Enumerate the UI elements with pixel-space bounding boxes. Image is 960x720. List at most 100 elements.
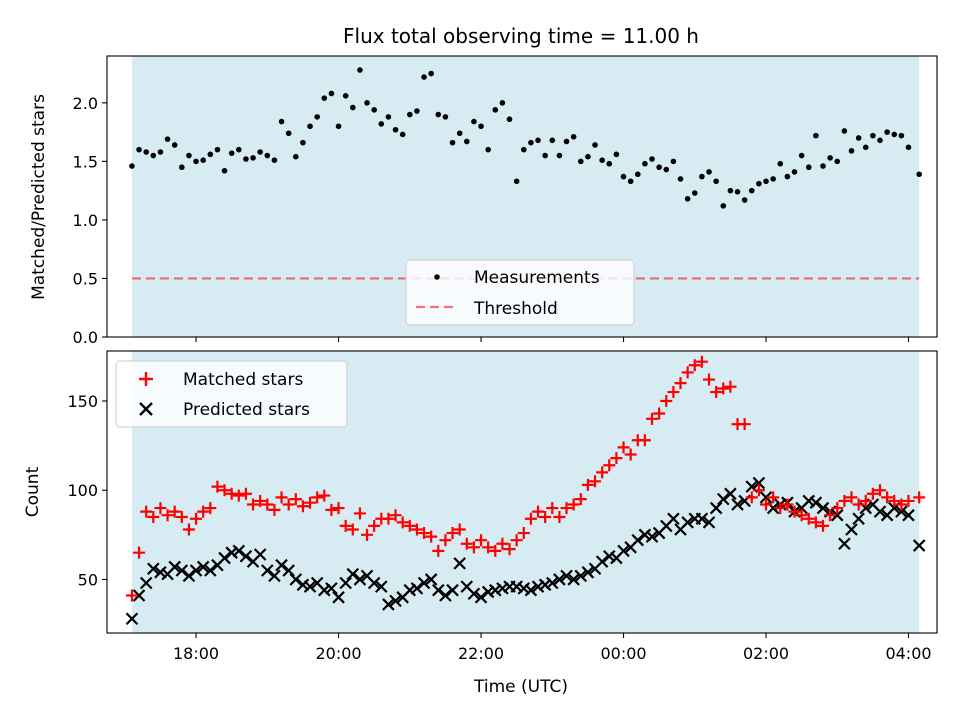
- matched-point: [325, 503, 338, 516]
- measurement-point: [428, 70, 434, 77]
- measurement-point: [207, 151, 214, 158]
- bottom-y-tick-label: 50: [78, 570, 98, 589]
- predicted-point: [296, 578, 310, 592]
- predicted-point: [845, 523, 858, 536]
- predicted-point: [602, 549, 616, 563]
- predicted-point: [638, 528, 652, 542]
- measurement-point: [257, 149, 263, 155]
- matched-point: [581, 478, 594, 491]
- predicted-point: [275, 558, 288, 572]
- measurement-point: [157, 149, 164, 155]
- matched-point: [817, 519, 830, 532]
- measurement-point: [535, 137, 541, 144]
- predicted-point: [873, 505, 887, 518]
- matched-point: [168, 505, 181, 518]
- predicted-point: [560, 569, 573, 583]
- bottom-y-tick-label: 150: [67, 392, 98, 411]
- measurement-point: [916, 171, 922, 178]
- matched-point: [524, 512, 537, 525]
- measurement-point: [421, 74, 427, 80]
- predicted-point: [139, 576, 153, 590]
- predicted-point: [912, 539, 926, 552]
- measurement-point: [570, 133, 577, 140]
- measurement-point: [228, 150, 235, 156]
- matched-point: [874, 484, 887, 497]
- predicted-point: [232, 544, 246, 558]
- matched-point: [653, 407, 666, 420]
- matched-point: [724, 380, 737, 393]
- predicted-point: [446, 583, 459, 597]
- matched-point: [403, 519, 416, 532]
- predicted-point: [496, 582, 509, 595]
- measurement-point: [613, 151, 620, 158]
- measurement-point: [292, 153, 299, 160]
- measurement-point: [777, 160, 784, 167]
- measurement-point: [656, 164, 662, 171]
- predicted-point: [410, 582, 424, 595]
- matched-point: [211, 480, 224, 493]
- measurement-point: [492, 107, 499, 113]
- predicted-point: [546, 576, 559, 590]
- matched-point: [439, 534, 452, 547]
- measurement-point: [670, 158, 677, 165]
- matched-point: [567, 498, 580, 511]
- measurement-point: [642, 160, 648, 167]
- measurement-point: [385, 114, 392, 120]
- measurement-point: [456, 130, 463, 137]
- predicted-point: [531, 580, 545, 593]
- predicted-point: [225, 546, 238, 559]
- matched-point: [881, 491, 894, 504]
- predicted-point: [389, 594, 402, 608]
- matched-point: [432, 544, 445, 557]
- predicted-point: [567, 573, 580, 586]
- matched-point: [603, 459, 616, 472]
- measurement-point: [549, 137, 556, 144]
- predicted-point: [382, 598, 395, 611]
- legend-predicted-marker: [139, 402, 153, 416]
- measurement-point: [649, 156, 655, 162]
- predicted-point: [168, 560, 181, 574]
- matched-point: [425, 530, 438, 543]
- measurement-point: [278, 118, 285, 125]
- measurement-point: [848, 148, 855, 154]
- bottom-y-label: Count: [23, 466, 43, 517]
- measurement-point: [414, 108, 420, 114]
- matched-point: [553, 510, 566, 523]
- matched-point: [546, 502, 559, 515]
- measurement-point: [542, 152, 548, 159]
- measurement-point: [763, 178, 769, 185]
- matched-point: [831, 502, 844, 515]
- matched-point: [760, 498, 773, 511]
- measurement-point: [378, 121, 385, 127]
- predicted-point: [218, 551, 231, 565]
- matched-point: [574, 493, 587, 506]
- predicted-point: [125, 612, 139, 625]
- measurement-point: [399, 131, 406, 138]
- top-y-tick-label: 1.0: [73, 211, 98, 230]
- predicted-point: [318, 583, 331, 597]
- measurement-point: [791, 169, 798, 175]
- top-y-tick-label: 0.5: [73, 269, 98, 288]
- predicted-point: [332, 591, 345, 604]
- predicted-point: [474, 591, 488, 604]
- matched-point: [346, 523, 359, 536]
- predicted-point: [481, 585, 495, 599]
- measurement-point: [129, 163, 135, 169]
- measurement-point: [691, 190, 698, 196]
- top-x-ticks: [195, 337, 910, 342]
- measurement-point: [236, 146, 242, 153]
- predicted-point: [489, 583, 502, 597]
- matched-point: [453, 523, 466, 536]
- measurement-point: [855, 135, 862, 141]
- legend-measurements-label: Measurements: [474, 268, 600, 288]
- matched-point: [717, 382, 730, 395]
- matched-point: [788, 505, 801, 518]
- matched-point: [289, 493, 302, 506]
- measurement-point: [805, 164, 812, 171]
- x-tick-label: 04:00: [885, 644, 931, 663]
- measurement-point: [164, 136, 171, 142]
- legend-threshold-label: Threshold: [473, 299, 558, 319]
- measurement-point: [271, 157, 278, 164]
- matched-point: [125, 589, 138, 602]
- measurement-point: [798, 152, 805, 159]
